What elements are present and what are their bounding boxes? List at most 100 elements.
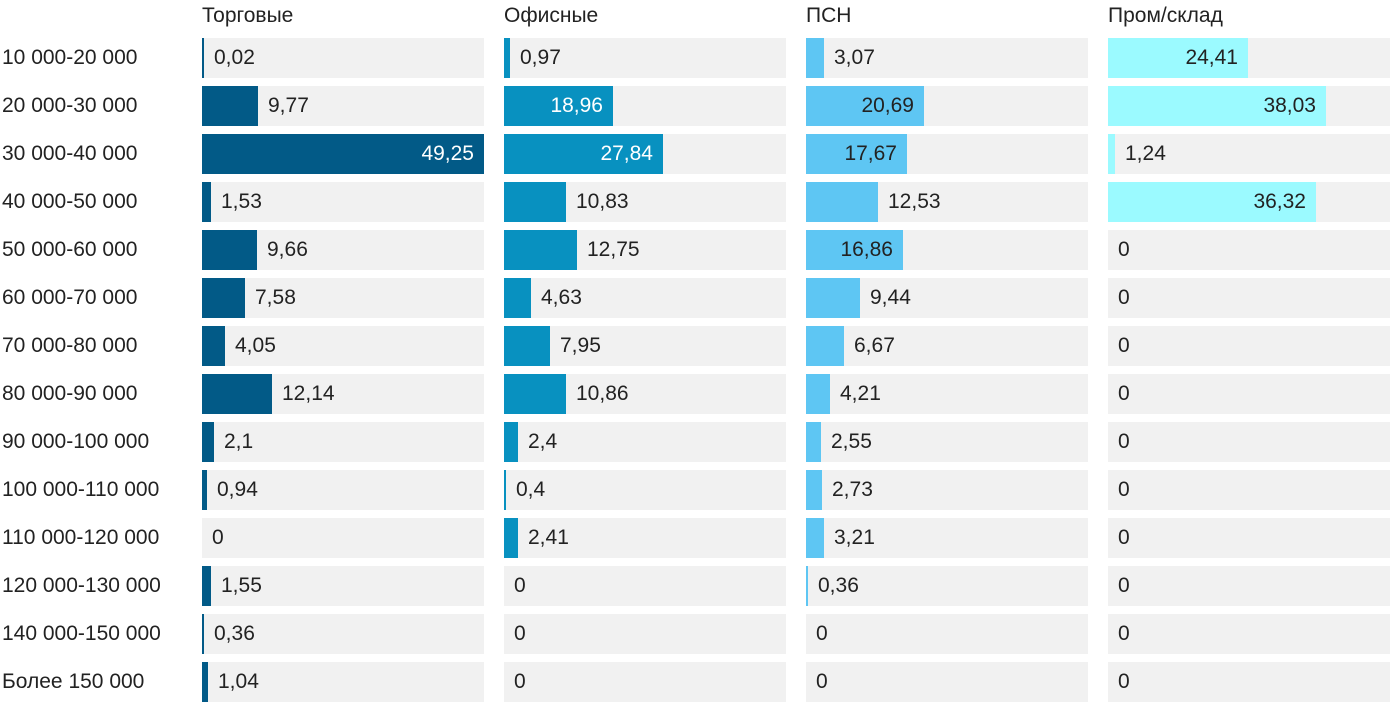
bar [504, 86, 613, 126]
value-label: 0 [816, 670, 828, 693]
bar [202, 182, 211, 222]
value-label: 0 [514, 622, 526, 645]
bar [806, 278, 860, 318]
bar [806, 374, 830, 414]
bar-track [202, 518, 484, 558]
value-label: 10,86 [576, 382, 629, 405]
value-label: 6,67 [854, 334, 895, 357]
value-label: 16,86 [840, 238, 893, 261]
value-label: 2,55 [831, 430, 872, 453]
bar [806, 38, 824, 78]
bar [806, 86, 924, 126]
value-label: 4,05 [235, 334, 276, 357]
bar-track [1108, 326, 1390, 366]
row-label: 50 000-60 000 [2, 238, 138, 261]
bar-track [202, 38, 484, 78]
bar [504, 374, 566, 414]
bar [504, 326, 550, 366]
bar [202, 470, 207, 510]
bar-track [1108, 230, 1390, 270]
value-label: 2,4 [528, 430, 558, 453]
bar [202, 566, 211, 606]
bar-track [1108, 374, 1390, 414]
bar-track [806, 662, 1088, 702]
bar-track [202, 470, 484, 510]
bar-track [806, 374, 1088, 414]
value-label: 4,21 [840, 382, 881, 405]
value-label: 12,75 [587, 238, 640, 261]
value-label: 7,58 [255, 286, 296, 309]
bar-track [504, 326, 786, 366]
value-label: 9,66 [267, 238, 308, 261]
bar [202, 614, 204, 654]
bar-track [504, 566, 786, 606]
bar [202, 86, 258, 126]
row-label: 110 000-120 000 [2, 526, 160, 549]
bar [202, 422, 214, 462]
bar [806, 134, 907, 174]
bar-track [1108, 518, 1390, 558]
bar [806, 326, 844, 366]
bar-track [1108, 614, 1390, 654]
value-label: 2,41 [528, 526, 569, 549]
value-label: 38,03 [1263, 94, 1316, 117]
value-label: 0 [1118, 430, 1130, 453]
row-label: 100 000-110 000 [2, 478, 160, 501]
value-label: 0 [514, 574, 526, 597]
value-label: 0 [1118, 382, 1130, 405]
bar [504, 470, 506, 510]
bar-track [504, 614, 786, 654]
bar-track [1108, 566, 1390, 606]
value-label: 0 [514, 670, 526, 693]
value-label: 17,67 [844, 142, 897, 165]
value-label: 10,83 [576, 190, 629, 213]
value-label: 0,97 [520, 46, 561, 69]
value-label: 0 [1118, 286, 1130, 309]
row-label: Более 150 000 [2, 670, 145, 693]
value-label: 2,73 [832, 478, 873, 501]
bar-track [806, 518, 1088, 558]
value-label: 27,84 [600, 142, 653, 165]
bar-track [1108, 278, 1390, 318]
value-label: 1,04 [218, 670, 259, 693]
bar-track [806, 614, 1088, 654]
bar [202, 278, 245, 318]
bar [202, 374, 272, 414]
bar-track [504, 470, 786, 510]
value-label: 3,21 [834, 526, 875, 549]
value-label: 1,24 [1125, 142, 1166, 165]
value-label: 9,44 [870, 286, 911, 309]
bar [1108, 86, 1326, 126]
bar [504, 518, 518, 558]
bar [806, 566, 808, 606]
bar-track [806, 38, 1088, 78]
value-label: 0 [816, 622, 828, 645]
bar-track [806, 566, 1088, 606]
row-label: 80 000-90 000 [2, 382, 138, 405]
bar [504, 278, 531, 318]
bar [806, 470, 822, 510]
bar [1108, 182, 1316, 222]
value-label: 4,63 [541, 286, 582, 309]
bar [1108, 134, 1115, 174]
value-label: 18,96 [550, 94, 603, 117]
column-title: Пром/склад [1108, 4, 1223, 27]
row-label: 30 000-40 000 [2, 142, 138, 165]
value-label: 0 [1118, 478, 1130, 501]
row-label: 140 000-150 000 [2, 622, 161, 645]
row-label: 70 000-80 000 [2, 334, 138, 357]
value-label: 0 [212, 526, 224, 549]
value-label: 0 [1118, 238, 1130, 261]
value-label: 9,77 [268, 94, 309, 117]
row-label: 10 000-20 000 [2, 46, 138, 69]
value-label: 2,1 [224, 430, 254, 453]
bar-track [202, 422, 484, 462]
value-label: 0 [1118, 622, 1130, 645]
row-label: 40 000-50 000 [2, 190, 138, 213]
row-label: 60 000-70 000 [2, 286, 138, 309]
value-label: 1,53 [221, 190, 262, 213]
value-label: 12,14 [282, 382, 335, 405]
bar [806, 518, 824, 558]
value-label: 0,02 [214, 46, 255, 69]
bar [504, 182, 566, 222]
